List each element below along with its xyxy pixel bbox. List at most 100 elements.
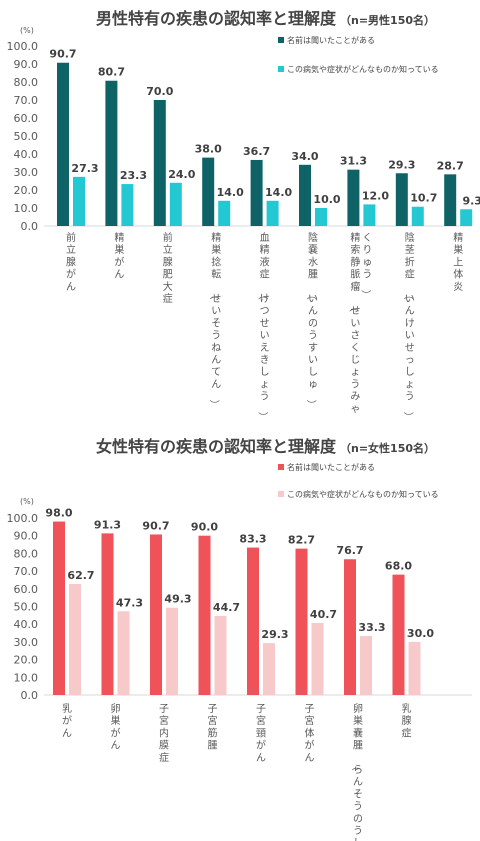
- data-label: 98.0: [45, 507, 72, 520]
- data-label: 31.3: [340, 155, 367, 168]
- legend-label: この病気や症状がどんなものか知っている: [287, 64, 439, 74]
- bar-heard-of: [444, 174, 457, 226]
- data-label: 24.0: [168, 168, 195, 181]
- bar-understand: [263, 643, 275, 695]
- category-label: 子宮体がん: [305, 703, 315, 764]
- bar-understand: [218, 200, 231, 226]
- bar-heard-of: [105, 80, 118, 227]
- data-label: 14.0: [217, 186, 244, 199]
- bar-heard-of: [347, 169, 360, 226]
- data-label: 9.3: [462, 194, 480, 207]
- bar-heard-of: [150, 534, 162, 695]
- legend-swatch: [278, 491, 284, 497]
- data-label: 49.3: [164, 593, 191, 606]
- bar-understand: [315, 208, 327, 226]
- bar-understand: [121, 184, 134, 226]
- bar-heard-of: [299, 164, 311, 226]
- y-tick-label: 90.0: [14, 58, 39, 71]
- legend-label: この病気や症状がどんなものか知っている: [287, 489, 439, 499]
- data-label: 36.7: [243, 145, 270, 158]
- category-label: 精巣捻転（せいそうねんてん）: [208, 231, 221, 410]
- data-label: 38.0: [195, 143, 222, 156]
- data-label: 28.7: [437, 159, 464, 172]
- bar-heard-of: [250, 159, 263, 226]
- y-tick-label: 50.0: [14, 130, 39, 143]
- category-label: 子宮頸がん: [256, 703, 266, 764]
- legend-swatch: [278, 37, 284, 43]
- y-tick-label: 90.0: [14, 530, 39, 543]
- bar-heard-of: [247, 547, 259, 695]
- category-label: 前立腺肥大症: [163, 231, 173, 305]
- y-tick-label: 70.0: [14, 94, 39, 107]
- y-tick-label: 0.0: [21, 220, 39, 233]
- data-label: 47.3: [116, 596, 143, 609]
- bar-understand: [169, 182, 182, 226]
- category-label: 精巣上体炎: [453, 231, 463, 293]
- y-tick-label: 40.0: [14, 618, 39, 631]
- data-label: 62.7: [67, 569, 94, 582]
- category-label: 陰茎折症（いんけいせっしょう）: [402, 231, 415, 422]
- y-tick-label: 60.0: [14, 112, 39, 125]
- y-tick-label: 20.0: [14, 184, 39, 197]
- bar-understand: [311, 622, 324, 695]
- y-tick-label: 70.0: [14, 565, 39, 578]
- y-axis-unit: (%): [20, 26, 34, 35]
- bar-heard-of: [53, 521, 65, 695]
- y-tick-label: 50.0: [14, 601, 39, 614]
- chart-title: 女性特有の疾患の認知率と理解度: [96, 437, 337, 456]
- data-label: 68.0: [385, 560, 412, 573]
- bar-understand: [166, 607, 178, 695]
- y-tick-label: 30.0: [14, 166, 39, 179]
- data-label: 10.7: [410, 192, 437, 205]
- category-label: 血精液症（けつせいえきしょう）: [257, 231, 270, 422]
- y-tick-label: 10.0: [14, 671, 39, 684]
- bar-heard-of: [202, 157, 215, 226]
- data-label: 82.7: [288, 534, 315, 547]
- y-tick-label: 0.0: [21, 689, 39, 702]
- category-label: 精巣がん: [114, 231, 124, 281]
- bar-heard-of: [153, 100, 166, 226]
- chart-2: 女性特有の疾患の認知率と理解度 （n=女性150名） (%) 0.0 10.0 20.0 3…: [7, 437, 472, 841]
- chart-subtitle: （n=男性150名）: [340, 13, 435, 27]
- bar-understand: [69, 584, 81, 695]
- data-label: 33.3: [358, 621, 385, 634]
- data-label: 91.3: [94, 518, 121, 531]
- bar-heard-of: [57, 62, 69, 226]
- data-label: 34.0: [291, 150, 318, 163]
- bar-heard-of: [395, 173, 408, 226]
- category-label: 卵巣がん: [111, 703, 121, 752]
- category-label: 子宮筋腫: [208, 703, 218, 752]
- data-label: 90.7: [142, 519, 169, 532]
- data-label: 29.3: [388, 158, 415, 171]
- data-label: 10.0: [313, 193, 340, 206]
- y-tick-label: 20.0: [14, 654, 39, 667]
- data-label: 70.0: [146, 85, 173, 98]
- category-label: 子宮内膜症: [159, 703, 169, 764]
- chart-title: 男性特有の疾患の認知率と理解度: [96, 9, 337, 28]
- legend-label: 名前は聞いたことがある: [287, 462, 375, 472]
- y-tick-label: 40.0: [14, 148, 39, 161]
- chart-1: 男性特有の疾患の認知率と理解度 （n=男性150名） (%) 0.0 10.0 20.0 3…: [7, 9, 480, 422]
- legend-label: 名前は聞いたことがある: [287, 35, 375, 45]
- bar-heard-of: [101, 533, 114, 695]
- data-label: 44.7: [213, 601, 240, 614]
- y-tick-label: 80.0: [14, 547, 39, 560]
- legend-swatch: [278, 66, 284, 72]
- bar-understand: [460, 209, 473, 226]
- data-label: 29.3: [261, 628, 288, 641]
- data-label: 90.0: [191, 521, 218, 534]
- bar-understand: [360, 636, 372, 695]
- category-label: 陰嚢水腫（いんのうすいしゅ）: [305, 231, 318, 410]
- bar-understand: [117, 611, 130, 695]
- data-label: 90.7: [49, 48, 76, 61]
- data-label: 76.7: [336, 544, 363, 557]
- y-tick-label: 80.0: [14, 76, 39, 89]
- bar-heard-of: [392, 574, 405, 695]
- category-label: 乳がん: [62, 702, 72, 739]
- chart-subtitle: （n=女性150名）: [340, 441, 435, 455]
- legend-swatch: [278, 464, 284, 470]
- category-label: 卵巣嚢腫（らんそうのうしゅ）: [350, 703, 363, 841]
- data-label: 80.7: [98, 66, 125, 79]
- y-tick-label: 10.0: [14, 202, 39, 215]
